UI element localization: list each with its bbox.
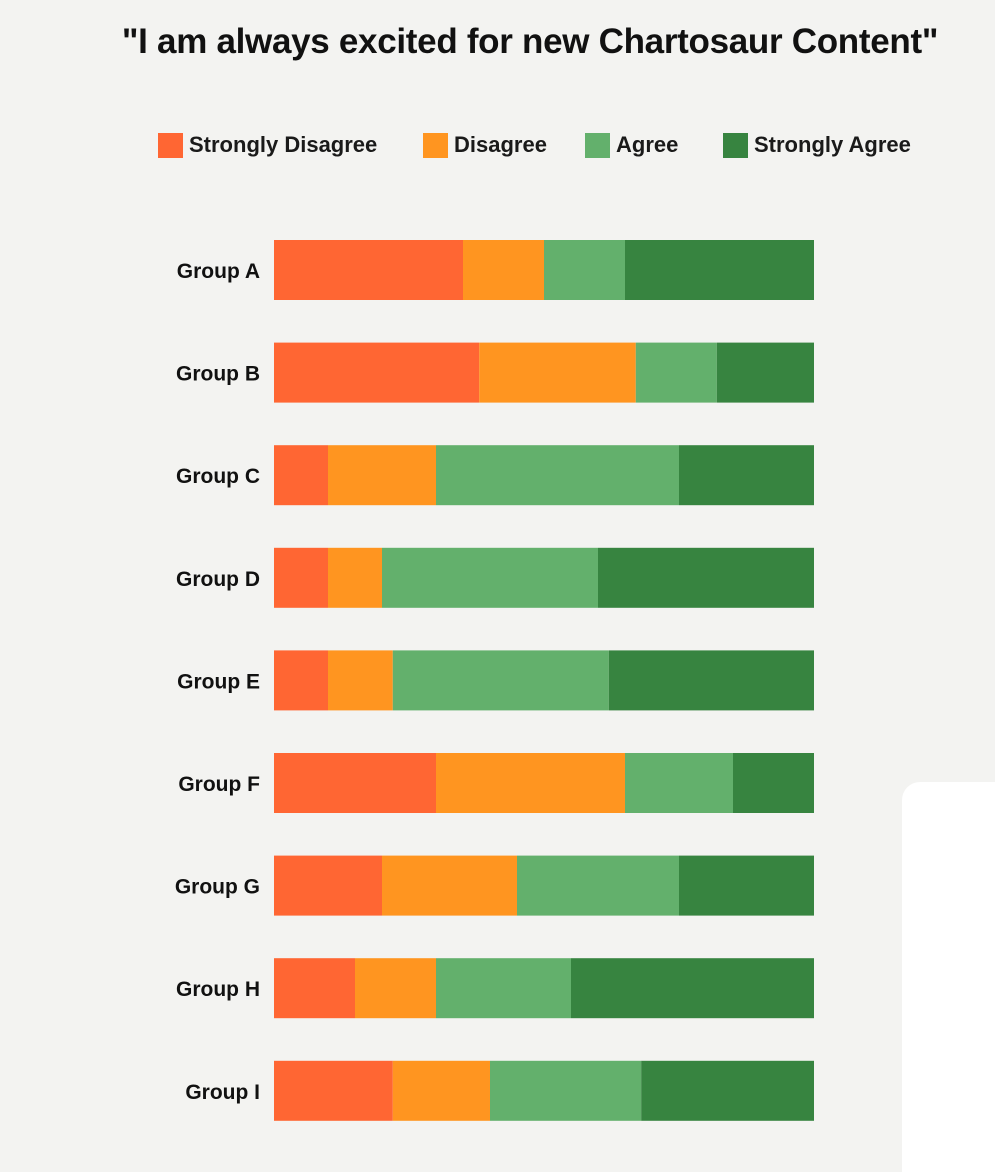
legend-item-disagree: Disagree [423, 132, 547, 158]
category-label-group-e: Group E [177, 670, 260, 693]
category-label-group-c: Group C [176, 465, 260, 488]
bar-segment-group-f-agree [625, 753, 733, 813]
legend-swatch-disagree [423, 132, 448, 158]
bar-segment-group-b-agree [635, 342, 717, 403]
bar-row-group-e [274, 650, 814, 711]
legend-label-agree: Agree [616, 132, 679, 157]
bar-row-group-c [274, 445, 814, 506]
chart-title: "I am always excited for new Chartosaur … [121, 22, 939, 61]
bar-segment-group-a-disagree [463, 240, 544, 300]
bar-segment-group-f-strongly-disagree [274, 753, 436, 813]
category-label-group-i: Group I [185, 1081, 260, 1104]
category-label-group-g: Group G [175, 876, 260, 899]
bar-segment-group-i-strongly-agree [641, 1060, 814, 1121]
category-label-group-a: Group A [177, 260, 260, 283]
bar-segment-group-h-agree [436, 958, 571, 1019]
bar-segment-group-d-strongly-disagree [274, 547, 328, 608]
bar-row-group-b [274, 342, 814, 403]
bar-segment-group-i-disagree [392, 1060, 490, 1121]
category-label-group-b: Group B [176, 363, 260, 386]
bar-segment-group-h-strongly-agree [571, 958, 814, 1019]
bar-segment-group-d-disagree [328, 547, 382, 608]
legend-swatch-strongly-agree [723, 132, 748, 158]
legend-label-strongly-disagree: Strongly Disagree [189, 132, 378, 157]
bar-segment-group-b-strongly-agree [716, 342, 814, 403]
bar-row-group-a [274, 240, 814, 300]
legend-item-agree: Agree [585, 132, 678, 158]
bar-segment-group-b-disagree [479, 342, 636, 403]
bar-segment-group-h-strongly-disagree [274, 958, 355, 1019]
bar-segment-group-e-agree [392, 650, 609, 711]
bar-segment-group-i-strongly-disagree [274, 1060, 393, 1121]
legend-swatch-agree [585, 132, 610, 158]
white-overlay-panel [902, 782, 995, 1172]
category-label-group-h: Group H [176, 978, 260, 1001]
legend-swatch-strongly-disagree [158, 132, 183, 158]
bar-segment-group-a-strongly-disagree [274, 240, 463, 300]
bar-segment-group-h-disagree [355, 958, 436, 1019]
bar-segment-group-b-strongly-disagree [274, 342, 480, 403]
bar-row-group-f [274, 753, 814, 813]
bar-segment-group-i-agree [490, 1060, 642, 1121]
category-label-group-d: Group D [176, 568, 260, 591]
bar-segment-group-c-strongly-agree [679, 445, 814, 506]
bar-segment-group-f-strongly-agree [733, 753, 814, 813]
legend-item-strongly-disagree: Strongly Disagree [158, 132, 377, 158]
legend-item-strongly-agree: Strongly Agree [723, 132, 911, 158]
legend-label-disagree: Disagree [454, 132, 547, 157]
bar-row-group-i [274, 1060, 814, 1121]
bar-segment-group-g-disagree [382, 855, 517, 916]
legend-label-strongly-agree: Strongly Agree [754, 132, 911, 157]
bar-row-group-h [274, 958, 814, 1019]
bar-segment-group-d-agree [382, 547, 598, 608]
bar-segment-group-a-agree [544, 240, 625, 300]
bar-segment-group-g-strongly-disagree [274, 855, 382, 916]
bar-segment-group-c-disagree [328, 445, 436, 506]
bar-row-group-g [274, 855, 814, 916]
bar-segment-group-e-strongly-disagree [274, 650, 328, 711]
bar-segment-group-e-strongly-agree [608, 650, 814, 711]
bar-segment-group-c-strongly-disagree [274, 445, 328, 506]
bar-segment-group-e-disagree [328, 650, 393, 711]
bar-segment-group-f-disagree [436, 753, 625, 813]
bar-segment-group-d-strongly-agree [598, 547, 814, 608]
bar-segment-group-c-agree [436, 445, 679, 506]
bar-row-group-d [274, 547, 814, 608]
bar-segment-group-a-strongly-agree [625, 240, 814, 300]
bar-segment-group-g-strongly-agree [679, 855, 814, 916]
bar-segment-group-g-agree [517, 855, 679, 916]
chart-legend: Strongly Disagree Disagree Agree Strongl… [0, 132, 995, 168]
category-label-group-f: Group F [178, 773, 260, 796]
